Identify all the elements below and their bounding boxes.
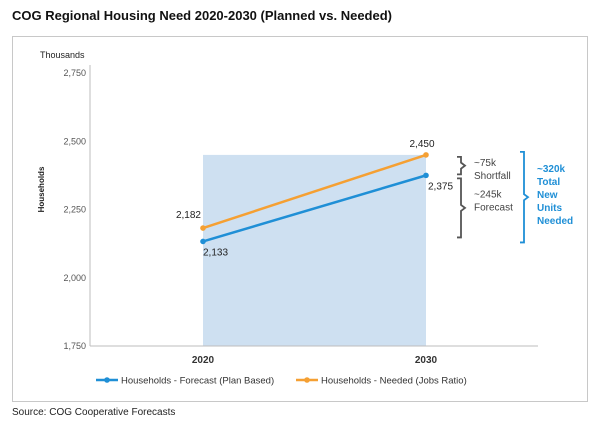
y-tick-label: 2,000 <box>63 273 86 283</box>
data-label: 2,133 <box>203 247 228 258</box>
series-line <box>202 174 427 243</box>
data-point <box>200 225 206 231</box>
chart-title: COG Regional Housing Need 2020-2030 (Pla… <box>12 8 392 23</box>
data-label: 2,450 <box>409 139 434 150</box>
forecast-value: ~245k <box>474 189 503 200</box>
forecast-label: Forecast <box>474 202 513 213</box>
x-tick-label: 2030 <box>415 355 438 366</box>
chart-frame <box>12 36 588 402</box>
y-tick-label: 2,750 <box>63 68 86 78</box>
data-label: 2,375 <box>428 181 453 192</box>
shortfall-label: Shortfall <box>474 171 511 182</box>
legend: Households - Forecast (Plan Based) Househ… <box>96 376 467 387</box>
y-axis-title: Households <box>37 166 46 212</box>
axis-layer: 1,750 2,000 2,250 2,500 2,750 Thousands Househ… <box>37 50 538 366</box>
total-label-line: Units <box>537 203 562 214</box>
shortfall-value: ~75k <box>474 158 497 169</box>
x-tick-label: 2020 <box>192 355 215 366</box>
legend-label: Households - Forecast (Plan Based) <box>121 376 274 387</box>
total-label-line: Total <box>537 177 560 188</box>
total-label-line: ~320k <box>537 164 566 175</box>
series-line <box>202 153 427 230</box>
annotation-layer: ~75k Shortfall ~245k Forecast ~320k Total New U… <box>457 151 573 244</box>
source-note: Source: COG Cooperative Forecasts <box>12 407 176 418</box>
forecast-brace <box>457 177 467 239</box>
y-unit-label: Thousands <box>40 50 85 60</box>
shaded-region <box>203 154 426 346</box>
legend-marker <box>304 377 310 383</box>
y-tick-label: 1,750 <box>63 341 86 351</box>
data-point <box>200 238 206 245</box>
data-point <box>423 152 429 158</box>
y-tick-label: 2,250 <box>63 205 86 215</box>
total-brace <box>520 151 530 244</box>
total-label-line: New <box>537 190 558 201</box>
y-tick-label: 2,500 <box>63 136 86 146</box>
series-layer: 2,133 2,375 2,182 2,450 <box>176 139 453 259</box>
legend-label: Households - Needed (Jobs Ratio) <box>321 376 467 387</box>
total-label-line: Needed <box>537 216 573 227</box>
shade-layer <box>203 154 426 346</box>
data-label: 2,182 <box>176 210 201 221</box>
data-point <box>423 172 429 179</box>
shortfall-brace <box>457 156 467 176</box>
legend-marker <box>104 377 110 383</box>
